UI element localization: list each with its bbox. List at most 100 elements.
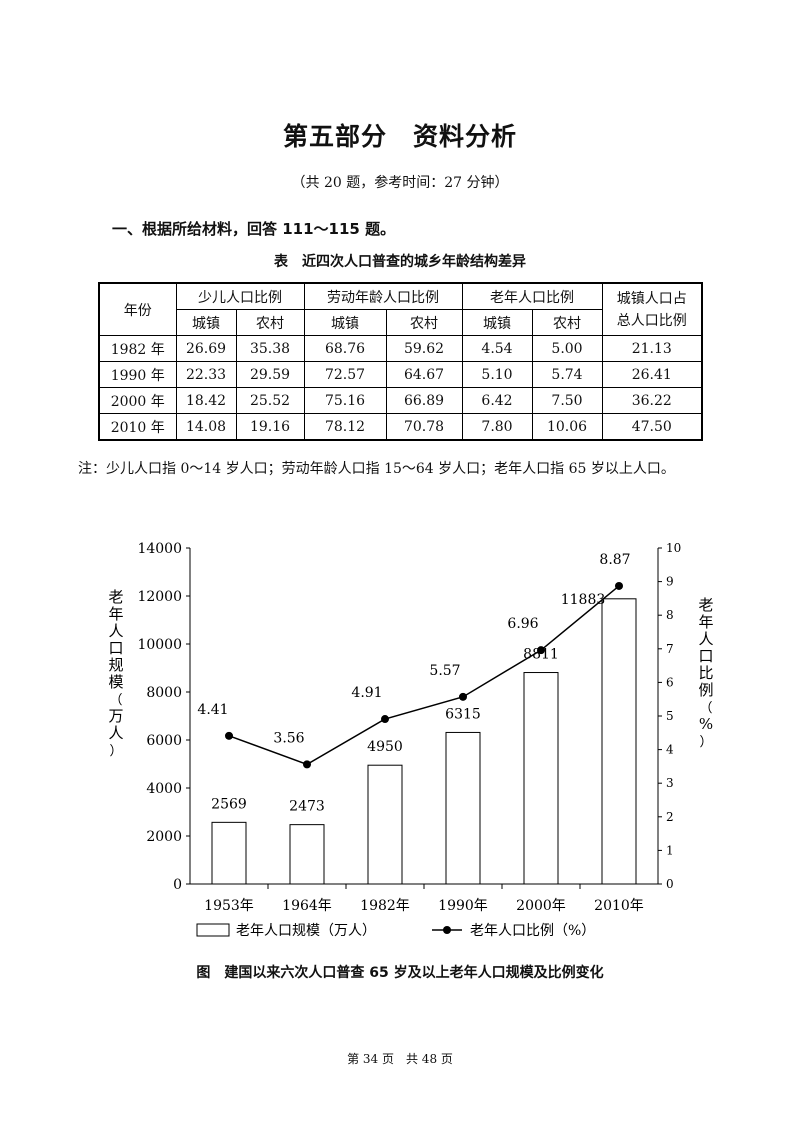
table-cell: 5.00 — [531, 335, 603, 362]
table-cell: 1982 年 — [98, 335, 177, 362]
y2-tick-label: 7 — [666, 642, 674, 656]
labels-layer: 2569 2473 4950 6315 8811 11883 4.41 3.56 4.91 5.5… — [197, 552, 630, 815]
section-title: 第五部分 资料分析 — [282, 122, 517, 151]
x-tick-label: 1990年 — [438, 898, 488, 914]
y-tick-label: 8000 — [146, 685, 182, 701]
table-row: 2000 年 18.42 25.52 75.16 66.89 6.42 7.50… — [98, 387, 703, 414]
bar-value-label: 4950 — [367, 739, 403, 755]
table-cell: 6.42 — [461, 387, 533, 414]
y2-tick-label: 4 — [666, 743, 674, 757]
line-value-label: 6.96 — [507, 616, 538, 632]
table-cell: 70.78 — [385, 413, 463, 441]
table-cell: 22.33 — [175, 361, 237, 388]
table-cell: 72.57 — [303, 361, 387, 388]
table-cell: 25.52 — [235, 387, 305, 414]
header-year: 年份 — [98, 282, 177, 336]
table-cell: 1990 年 — [98, 361, 177, 388]
table-cell: 21.13 — [601, 335, 703, 362]
table-cell: 5.10 — [461, 361, 533, 388]
y2-tick-label: 5 — [666, 709, 674, 723]
table-cell: 5.74 — [531, 361, 603, 388]
ratio-line — [228, 585, 620, 766]
y2-tick-label: 6 — [666, 675, 674, 689]
y2-axis-title: 老年人口比例（%） — [698, 596, 713, 750]
y2-tick-label: 9 — [666, 575, 674, 589]
table-cell: 35.38 — [235, 335, 305, 362]
table-cell: 47.50 — [601, 413, 703, 441]
y-axis-title: 老年人口规模（万人） — [108, 588, 123, 759]
table-row: 2010 年 14.08 19.16 78.12 70.78 7.80 10.0… — [98, 413, 703, 441]
ratio-point — [381, 715, 389, 724]
subheader-child-rural: 农村 — [235, 309, 305, 336]
table-cell: 2000 年 — [98, 387, 177, 414]
chart-legend: 老年人口规模（万人） 老年人口比例（%） — [196, 923, 595, 939]
chart-bar — [523, 672, 559, 885]
elderly-population-chart: 0 2000 4000 6000 8000 10000 12000 14000 0 1 2 3 4 5 6 7… — [108, 541, 713, 939]
x-tick-label: 2010年 — [594, 898, 644, 914]
x-tick-label: 1964年 — [282, 898, 332, 914]
x-tick-label: 1982年 — [360, 898, 410, 914]
header-urban-share: 城镇人口占 总人口比例 — [601, 282, 703, 336]
line-value-label: 5.57 — [429, 663, 460, 679]
ratio-line-layer — [225, 581, 623, 769]
legend-bar-swatch — [196, 923, 230, 937]
bar-value-label: 2569 — [211, 796, 247, 812]
table-cell: 68.76 — [303, 335, 387, 362]
legend-line-marker — [443, 926, 451, 934]
table-cell: 36.22 — [601, 387, 703, 414]
ratio-point — [537, 646, 545, 655]
table-cell: 29.59 — [235, 361, 305, 388]
figure-caption: 图 建国以来六次人口普查 65 岁及以上老年人口规模及比例变化 — [196, 965, 604, 981]
line-value-label: 4.91 — [351, 685, 382, 701]
x-tick-label: 2000年 — [516, 898, 566, 914]
table-cell: 26.41 — [601, 361, 703, 388]
table-cell: 7.50 — [531, 387, 603, 414]
y2-tick-label: 8 — [666, 608, 674, 622]
header-elderly-ratio: 老年人口比例 — [461, 282, 603, 310]
table-cell: 75.16 — [303, 387, 387, 414]
y2-tick-label: 10 — [666, 541, 681, 555]
table-subheader-row: 城镇 农村 城镇 农村 城镇 农村 — [99, 309, 702, 336]
bar-value-label: 11883 — [561, 592, 606, 608]
line-value-label: 3.56 — [273, 730, 304, 746]
table-header-row: 年份 少儿人口比例 劳动年龄人口比例 老年人口比例 城镇人口占 总人口比例 — [98, 282, 703, 336]
subheader-working-rural: 农村 — [385, 309, 463, 336]
page-number: 第 34 页 共 48 页 — [347, 1052, 453, 1066]
table-cell: 59.62 — [385, 335, 463, 362]
table-cell: 26.69 — [175, 335, 237, 362]
table-cell: 64.67 — [385, 361, 463, 388]
ratio-point — [459, 692, 467, 701]
header-working-ratio: 劳动年龄人口比例 — [303, 282, 463, 310]
table-cell: 4.54 — [461, 335, 533, 362]
census-age-structure-table: 年份 少儿人口比例 劳动年龄人口比例 老年人口比例 城镇人口占 总人口比例 城镇… — [98, 282, 703, 441]
bar-value-label: 6315 — [445, 706, 481, 722]
ratio-point — [615, 581, 623, 590]
axes-layer: 0 2000 4000 6000 8000 10000 12000 14000 0 1 2 3 4 5 6 7… — [108, 541, 713, 914]
table-row: 1982 年 26.69 35.38 68.76 59.62 4.54 5.00… — [98, 335, 703, 362]
y2-tick-label: 0 — [666, 877, 674, 891]
header-urban-share-line1: 城镇人口占 — [616, 290, 687, 307]
x-tick-label: 1953年 — [204, 898, 254, 914]
subheader-working-urban: 城镇 — [303, 309, 387, 336]
table-cell: 10.06 — [531, 413, 603, 441]
y-tick-label: 6000 — [146, 733, 182, 749]
table-title: 表 近四次人口普查的城乡年龄结构差异 — [274, 254, 526, 270]
table-cell: 18.42 — [175, 387, 237, 414]
subheader-child-urban: 城镇 — [175, 309, 237, 336]
chart-bar — [601, 598, 637, 885]
y2-tick-label: 2 — [666, 810, 674, 824]
table-cell: 66.89 — [385, 387, 463, 414]
y-tick-label: 10000 — [137, 637, 182, 653]
table-cell: 7.80 — [461, 413, 533, 441]
bar-value-label: 8811 — [523, 647, 559, 663]
chart-bar — [211, 821, 247, 885]
header-child-ratio: 少儿人口比例 — [175, 282, 305, 310]
chart-bar — [289, 824, 325, 885]
question-instruction: 一、根据所给材料，回答 111～115 题。 — [112, 220, 396, 238]
bars-layer — [211, 598, 637, 885]
y-tick-label: 12000 — [137, 589, 182, 605]
y-tick-label: 2000 — [146, 829, 182, 845]
table-cell: 14.08 — [175, 413, 237, 441]
ratio-point — [303, 760, 311, 769]
line-value-label: 8.87 — [599, 552, 630, 568]
